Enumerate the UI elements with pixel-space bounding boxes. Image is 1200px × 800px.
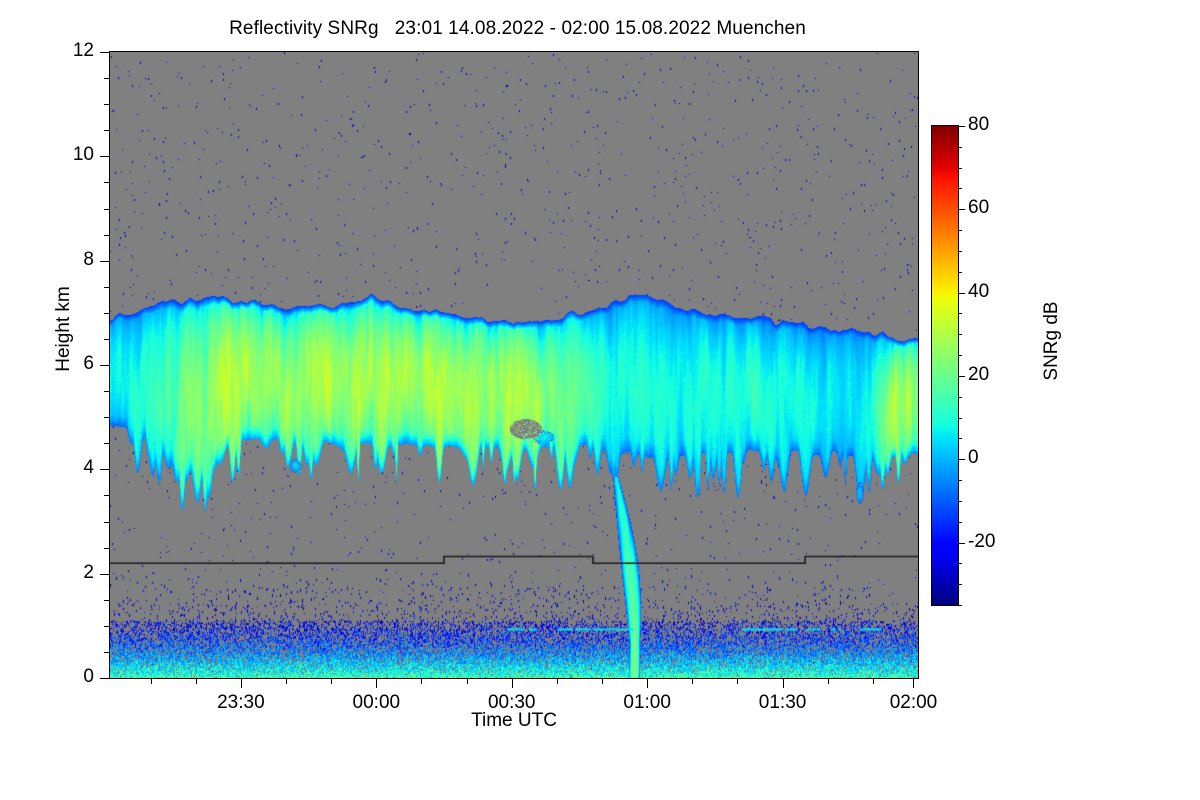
y-axis-title: Height km bbox=[53, 286, 74, 372]
y-minor-tick bbox=[104, 495, 110, 496]
x-minor-tick bbox=[828, 678, 829, 684]
y-tick-label: 0 bbox=[83, 666, 94, 687]
y-major-tick bbox=[100, 261, 110, 262]
y-major-tick bbox=[100, 574, 110, 575]
y-tick-label: 2 bbox=[83, 561, 94, 583]
y-tick-label: 10 bbox=[72, 144, 94, 166]
colorbar-minor-tick bbox=[958, 501, 962, 502]
x-minor-tick bbox=[602, 678, 603, 684]
plot-area[interactable] bbox=[109, 51, 919, 679]
y-minor-tick bbox=[104, 287, 110, 288]
colorbar-title: SNRg dB bbox=[1041, 301, 1062, 381]
colorbar-minor-tick bbox=[958, 251, 962, 252]
x-tick-label: 01:30 bbox=[758, 692, 807, 713]
x-minor-tick bbox=[692, 678, 693, 684]
x-minor-tick bbox=[557, 678, 558, 684]
x-tick-label: 23:30 bbox=[217, 692, 265, 713]
colorbar-minor-tick bbox=[958, 313, 962, 314]
x-minor-tick bbox=[196, 678, 197, 684]
colorbar-minor-tick bbox=[958, 230, 962, 231]
y-major-tick bbox=[100, 678, 110, 679]
colorbar-tick-label: 80 bbox=[968, 114, 990, 135]
y-minor-tick bbox=[104, 417, 110, 418]
y-minor-tick bbox=[104, 548, 110, 549]
colorbar-minor-tick bbox=[958, 334, 962, 335]
y-tick-label: 6 bbox=[83, 353, 94, 374]
y-minor-tick bbox=[104, 235, 110, 236]
x-minor-tick bbox=[151, 678, 152, 684]
colorbar-major-tick bbox=[958, 209, 965, 210]
x-axis-title: Time UTC bbox=[471, 710, 557, 731]
y-minor-tick bbox=[104, 313, 110, 314]
x-major-tick bbox=[241, 678, 242, 688]
y-minor-tick bbox=[104, 339, 110, 340]
colorbar-major-tick bbox=[958, 293, 965, 294]
y-minor-tick bbox=[104, 443, 110, 444]
x-minor-tick bbox=[286, 678, 287, 684]
x-tick-label: 00:30 bbox=[487, 692, 536, 713]
colorbar-minor-tick bbox=[958, 605, 962, 606]
y-major-tick bbox=[100, 52, 110, 53]
y-minor-tick bbox=[104, 600, 110, 601]
x-tick-label: 00:00 bbox=[352, 692, 401, 713]
reflectivity-heatmap-canvas[interactable] bbox=[110, 52, 918, 678]
y-major-tick bbox=[100, 156, 110, 157]
y-minor-tick bbox=[104, 130, 110, 131]
y-tick-label: 4 bbox=[83, 457, 94, 479]
x-major-tick bbox=[783, 678, 784, 688]
colorbar-minor-tick bbox=[958, 272, 962, 273]
colorbar-tick-label: 20 bbox=[968, 363, 990, 385]
colorbar-tick-label: 0 bbox=[968, 447, 979, 469]
x-minor-tick bbox=[737, 678, 738, 684]
colorbar-tick-label: 60 bbox=[968, 197, 990, 219]
colorbar-minor-tick bbox=[958, 563, 962, 564]
y-minor-tick bbox=[104, 391, 110, 392]
colorbar-minor-tick bbox=[958, 188, 962, 189]
x-minor-tick bbox=[873, 678, 874, 684]
y-tick-label: 8 bbox=[83, 248, 94, 270]
colorbar-major-tick bbox=[958, 126, 965, 127]
y-minor-tick bbox=[104, 104, 110, 105]
page-title: Reflectivity SNRg 23:01 14.08.2022 - 02:… bbox=[229, 18, 806, 39]
y-major-tick bbox=[100, 469, 110, 470]
y-minor-tick bbox=[104, 78, 110, 79]
y-minor-tick bbox=[104, 182, 110, 183]
x-major-tick bbox=[376, 678, 377, 688]
colorbar-minor-tick bbox=[958, 584, 962, 585]
x-minor-tick bbox=[421, 678, 422, 684]
x-major-tick bbox=[913, 678, 914, 688]
colorbar-minor-tick bbox=[958, 397, 962, 398]
x-tick-label: 01:00 bbox=[623, 692, 671, 713]
x-tick-label: 02:00 bbox=[889, 692, 938, 713]
x-major-tick bbox=[512, 678, 513, 688]
colorbar-minor-tick bbox=[958, 147, 962, 148]
x-major-tick bbox=[647, 678, 648, 688]
x-minor-tick bbox=[331, 678, 332, 684]
y-tick-label: 12 bbox=[72, 40, 94, 61]
colorbar-minor-tick bbox=[958, 438, 962, 439]
colorbar[interactable] bbox=[931, 125, 959, 606]
colorbar-tick-label: -20 bbox=[968, 530, 996, 552]
y-minor-tick bbox=[104, 652, 110, 653]
y-minor-tick bbox=[104, 209, 110, 210]
x-minor-tick bbox=[467, 678, 468, 684]
colorbar-minor-tick bbox=[958, 480, 962, 481]
colorbar-minor-tick bbox=[958, 355, 962, 356]
colorbar-major-tick bbox=[958, 376, 965, 377]
y-minor-tick bbox=[104, 522, 110, 523]
colorbar-tick-label: 40 bbox=[968, 280, 990, 302]
colorbar-minor-tick bbox=[958, 418, 962, 419]
colorbar-major-tick bbox=[958, 543, 965, 544]
colorbar-minor-tick bbox=[958, 522, 962, 523]
y-minor-tick bbox=[104, 626, 110, 627]
colorbar-gradient bbox=[931, 125, 959, 606]
colorbar-major-tick bbox=[958, 459, 965, 460]
y-major-tick bbox=[100, 365, 110, 366]
colorbar-minor-tick bbox=[958, 168, 962, 169]
